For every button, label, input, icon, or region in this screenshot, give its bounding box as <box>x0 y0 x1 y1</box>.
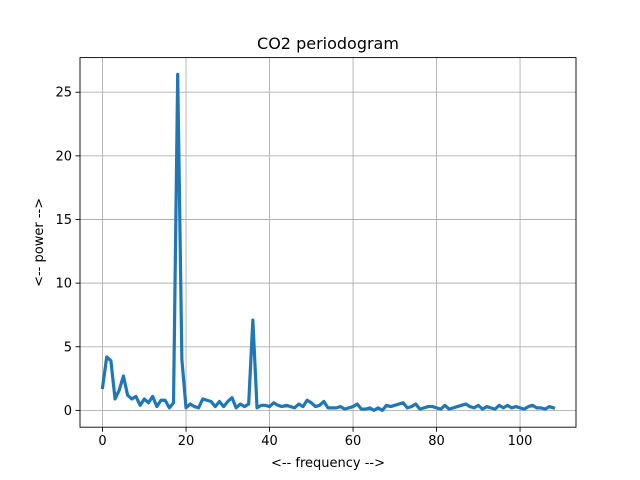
x-tick-label: 80 <box>428 434 445 449</box>
x-tick-label: 60 <box>345 434 362 449</box>
y-tick-label: 25 <box>55 86 72 101</box>
y-tick-label: 0 <box>64 404 72 419</box>
y-tick-label: 20 <box>55 149 72 164</box>
data-layer <box>100 72 556 412</box>
y-tick-label: 15 <box>55 213 72 228</box>
x-tick-label: 0 <box>98 434 106 449</box>
y-tick-label: 5 <box>64 340 72 355</box>
grid-lines <box>80 57 576 428</box>
power-series-line <box>100 72 556 412</box>
x-tick-label: 20 <box>178 434 195 449</box>
y-tick-label: 10 <box>55 277 72 292</box>
x-axis-ticks: 0 20 40 60 80 100 <box>98 427 532 449</box>
y-axis-label: <-- power --> <box>32 198 47 287</box>
axes-frame <box>79 57 577 428</box>
x-axis-label: <-- frequency --> <box>271 456 385 471</box>
chart-title: CO2 periodogram <box>257 34 399 53</box>
x-tick-label: 40 <box>261 434 278 449</box>
y-axis-ticks: 0 5 10 15 20 25 <box>55 86 80 419</box>
x-tick-label: 100 <box>508 434 533 449</box>
